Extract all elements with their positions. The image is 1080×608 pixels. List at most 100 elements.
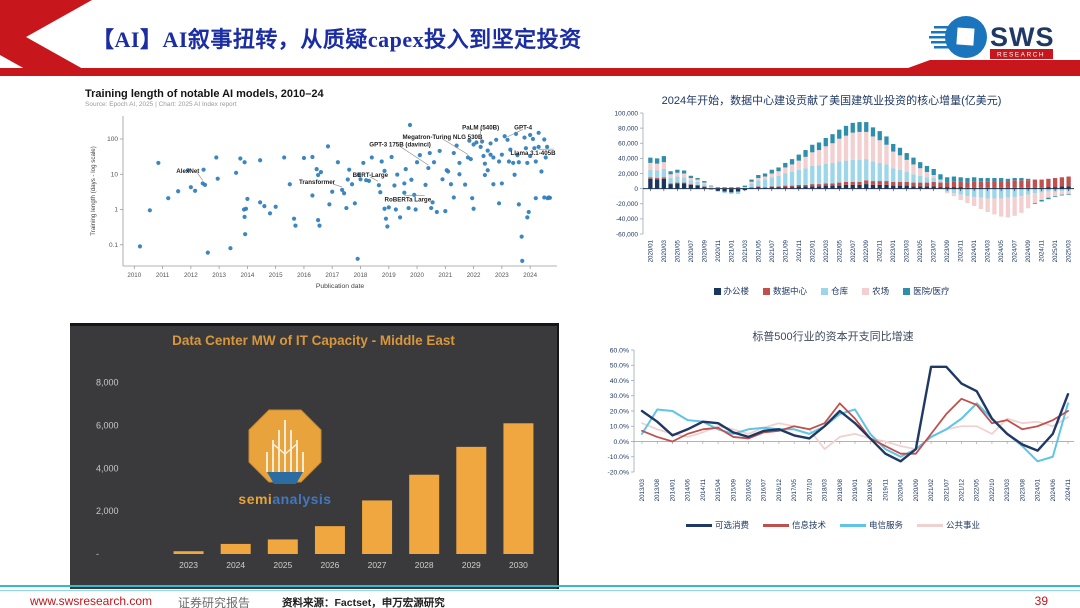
svg-text:-60,000: -60,000: [616, 231, 638, 238]
svg-text:2020/05: 2020/05: [674, 239, 681, 262]
footer: www.swsresearch.com 证券研究报告 资料来源：Factset，…: [0, 592, 1080, 608]
legend-label: 办公楼: [723, 286, 750, 296]
sws-logo: SWS RESEARCH: [929, 16, 1054, 59]
svg-text:10.0%: 10.0%: [610, 424, 629, 431]
svg-text:Transformer: Transformer: [299, 179, 336, 186]
legend-line-swatch-icon: [762, 523, 789, 527]
svg-text:0: 0: [634, 186, 638, 193]
svg-text:2024/07: 2024/07: [1012, 239, 1019, 262]
legend-label: 农场: [872, 286, 890, 296]
svg-text:2021/07: 2021/07: [943, 478, 950, 501]
svg-text:2015/04: 2015/04: [715, 478, 722, 501]
line-panel: 标普500行业的资本开支同比增速 60.0% 50.0% 40.0% 30.0% 20.…: [588, 328, 1078, 580]
legend-label: 信息技术: [791, 520, 826, 530]
legend-item: 办公楼: [713, 285, 750, 297]
legend-item: 农场: [862, 285, 889, 297]
svg-text:2029: 2029: [462, 560, 481, 570]
page-title: 【AI】AI叙事扭转，从质疑capex投入到坚定投资: [92, 27, 582, 52]
svg-text:2021/07: 2021/07: [769, 239, 776, 262]
svg-text:2025/03: 2025/03: [1066, 239, 1073, 262]
svg-text:2023/07: 2023/07: [931, 239, 938, 262]
svg-text:2,000: 2,000: [96, 506, 119, 516]
svg-text:-40,000: -40,000: [616, 216, 638, 223]
svg-text:2022/01: 2022/01: [809, 239, 816, 262]
svg-text:2016/02: 2016/02: [746, 478, 753, 501]
svg-text:2022/03: 2022/03: [823, 239, 830, 262]
svg-text:2016: 2016: [297, 272, 311, 279]
svg-text:2015: 2015: [269, 272, 283, 279]
svg-text:2020/03: 2020/03: [661, 239, 668, 262]
svg-text:2022/05: 2022/05: [836, 239, 843, 262]
svg-text:semianalysis: semianalysis: [238, 491, 331, 507]
svg-text:2024/05: 2024/05: [998, 239, 1005, 262]
svg-text:2021/11: 2021/11: [796, 239, 803, 261]
svg-text:PaLM (540B): PaLM (540B): [462, 124, 499, 131]
mw-bar-chart: 8,000 6,000 4,000 2,000 - 2023 2024 2025 2026 202…: [96, 378, 534, 570]
svg-text:40,000: 40,000: [618, 156, 638, 163]
scatter-chart: 100 10 1 0.1 2010 2011 2012 2013 2014 2015 2016 201…: [90, 116, 557, 290]
legend-item: 可选消费: [685, 519, 749, 531]
legend-swatch-icon: [903, 287, 911, 295]
stacked-bar-legend: 办公楼 数据中心 仓库 农场 医院/医疗: [585, 285, 1078, 297]
svg-text:2010: 2010: [127, 272, 141, 279]
svg-text:60.0%: 60.0%: [610, 347, 629, 354]
svg-text:2027: 2027: [368, 560, 387, 570]
svg-text:4,000: 4,000: [96, 463, 119, 473]
svg-text:2023: 2023: [179, 560, 198, 570]
svg-text:2014: 2014: [241, 272, 255, 279]
svg-text:Training length (days - log sc: Training length (days - log scale): [90, 146, 97, 236]
svg-text:2013: 2013: [212, 272, 226, 279]
svg-text:8,000: 8,000: [96, 378, 119, 388]
svg-text:20.0%: 20.0%: [610, 408, 629, 415]
svg-text:2024/01: 2024/01: [971, 239, 978, 262]
svg-text:2021/01: 2021/01: [728, 239, 735, 262]
svg-text:2023/08: 2023/08: [1019, 478, 1026, 501]
svg-text:2021/12: 2021/12: [959, 478, 966, 501]
svg-text:60,000: 60,000: [618, 141, 638, 148]
svg-text:2024/11: 2024/11: [1065, 478, 1072, 500]
svg-text:RoBERTa Large: RoBERTa Large: [385, 197, 432, 204]
svg-text:2023/03: 2023/03: [1004, 478, 1011, 501]
svg-text:2024/01: 2024/01: [1035, 478, 1042, 501]
mw-bar-title: Data Center MW of IT Capacity - Middle E…: [172, 333, 455, 348]
svg-text:2022/05: 2022/05: [974, 478, 981, 501]
legend-swatch-icon: [862, 287, 870, 295]
svg-text:2020/07: 2020/07: [688, 239, 695, 262]
svg-text:2016/07: 2016/07: [761, 478, 768, 501]
footer-website-link[interactable]: www.swsresearch.com: [30, 594, 153, 608]
svg-text:2023: 2023: [495, 272, 509, 279]
svg-text:100: 100: [107, 136, 118, 143]
svg-text:2023/05: 2023/05: [917, 239, 924, 262]
svg-text:2017/10: 2017/10: [806, 478, 813, 501]
svg-text:GPT-4: GPT-4: [514, 124, 532, 131]
legend-line-swatch-icon: [840, 523, 866, 527]
svg-text:2020/09: 2020/09: [913, 478, 920, 501]
svg-text:2020/01: 2020/01: [647, 239, 654, 262]
svg-text:2025: 2025: [273, 560, 292, 570]
svg-text:2013/08: 2013/08: [654, 478, 661, 501]
svg-text:-: -: [96, 549, 99, 559]
header: SWS RESEARCH 【AI】AI叙事扭转，从质疑capex投入到坚定投资: [0, 0, 1080, 80]
legend-line-swatch-icon: [917, 523, 944, 527]
scatter-panel: Training length of notable AI models, 20…: [85, 88, 567, 318]
svg-text:BERT-Large: BERT-Large: [353, 172, 389, 179]
stacked-bar-title: 2024年开始，数据中心建设贡献了美国建筑业投资的核心增量(亿美元): [661, 95, 1002, 107]
svg-text:2023/11: 2023/11: [958, 239, 965, 261]
svg-text:2030: 2030: [509, 560, 528, 570]
svg-text:2014/06: 2014/06: [685, 478, 692, 501]
stacked-bar-panel: 2024年开始，数据中心建设贡献了美国建筑业投资的核心增量(亿美元) 100,0…: [585, 92, 1078, 322]
line-chart-legend: 可选消费 信息技术 电信服务 公共事业: [588, 519, 1078, 531]
svg-text:2024: 2024: [523, 272, 537, 279]
legend-label: 仓库: [831, 286, 849, 296]
svg-text:Megatron-Turing NLG 530B: Megatron-Turing NLG 530B: [402, 134, 483, 141]
svg-text:2023/03: 2023/03: [904, 239, 911, 262]
svg-text:2020/11: 2020/11: [715, 239, 722, 261]
svg-text:2014/11: 2014/11: [700, 478, 707, 500]
svg-text:1: 1: [114, 207, 118, 214]
footer-page-number: 39: [1034, 594, 1048, 608]
svg-text:2016/12: 2016/12: [776, 478, 783, 501]
legend-line-swatch-icon: [685, 523, 712, 527]
header-decoration: SWS RESEARCH: [0, 0, 1080, 76]
legend-label: 公共事业: [946, 520, 981, 530]
